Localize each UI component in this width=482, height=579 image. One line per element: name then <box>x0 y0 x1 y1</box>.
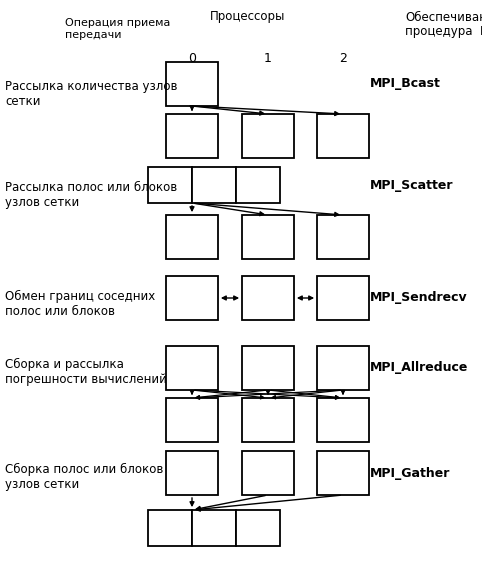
Bar <box>242 215 294 259</box>
Bar <box>148 510 192 546</box>
Text: Процессоры: Процессоры <box>210 10 286 23</box>
Bar <box>242 398 294 442</box>
Text: Сборка полос или блоков
узлов сетки: Сборка полос или блоков узлов сетки <box>5 463 163 491</box>
Bar <box>242 346 294 390</box>
Bar <box>317 346 369 390</box>
Bar <box>242 114 294 158</box>
Text: Рассылка полос или блоков
узлов сетки: Рассылка полос или блоков узлов сетки <box>5 181 177 209</box>
Text: MPI_Scatter: MPI_Scatter <box>370 178 454 192</box>
Text: Операция приема
передачи: Операция приема передачи <box>65 18 170 39</box>
Bar <box>236 167 280 203</box>
Bar <box>317 451 369 495</box>
Text: MPI_Gather: MPI_Gather <box>370 467 450 479</box>
Bar <box>192 510 236 546</box>
Bar <box>242 276 294 320</box>
Text: 1: 1 <box>264 52 272 64</box>
Text: Обеспечивающая
процедура  MPI: Обеспечивающая процедура MPI <box>405 10 482 38</box>
Bar <box>317 114 369 158</box>
Bar <box>317 215 369 259</box>
Text: MPI_Sendrecv: MPI_Sendrecv <box>370 291 468 305</box>
Bar <box>236 510 280 546</box>
Text: Рассылка количества узлов
сетки: Рассылка количества узлов сетки <box>5 80 177 108</box>
Bar <box>166 62 218 106</box>
Bar <box>317 276 369 320</box>
Text: MPI_Bcast: MPI_Bcast <box>370 78 441 90</box>
Bar <box>166 114 218 158</box>
Text: Сборка и рассылка
погрешности вычислений: Сборка и рассылка погрешности вычислений <box>5 358 167 386</box>
Bar <box>166 215 218 259</box>
Bar <box>148 167 192 203</box>
Text: 0: 0 <box>188 52 196 64</box>
Bar <box>166 398 218 442</box>
Text: MPI_Allreduce: MPI_Allreduce <box>370 361 469 375</box>
Bar <box>166 346 218 390</box>
Bar <box>242 451 294 495</box>
Bar <box>192 167 236 203</box>
Bar <box>166 451 218 495</box>
Text: 2: 2 <box>339 52 347 64</box>
Bar <box>317 398 369 442</box>
Bar <box>166 276 218 320</box>
Text: Обмен границ соседних
полос или блоков: Обмен границ соседних полос или блоков <box>5 290 155 318</box>
